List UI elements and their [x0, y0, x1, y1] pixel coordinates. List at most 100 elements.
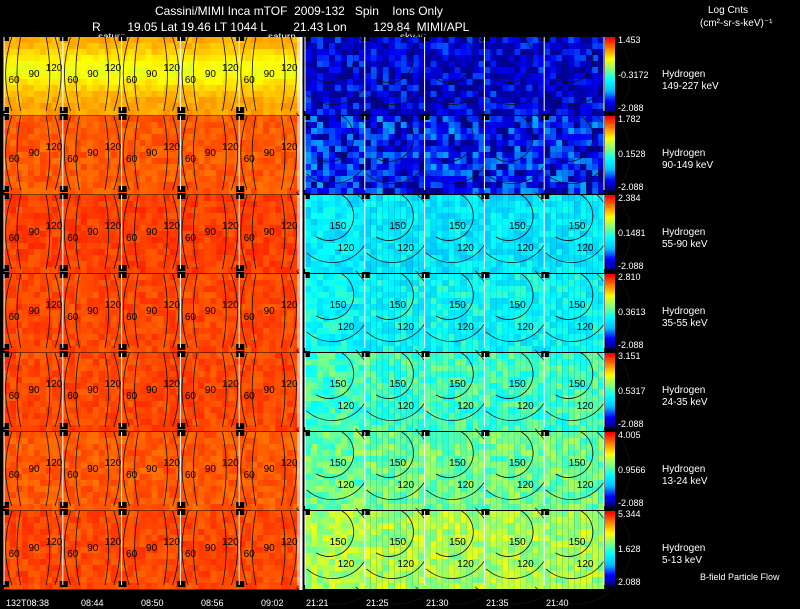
heat-cell [311, 61, 317, 67]
heat-cell [74, 182, 82, 189]
heat-cell [442, 231, 449, 237]
heat-cell [222, 334, 229, 341]
heat-cell [478, 225, 485, 231]
colorbar-segment [605, 103, 615, 106]
heat-cell [508, 164, 515, 170]
heat-cell [4, 176, 11, 183]
heat-cell [574, 188, 581, 194]
heat-cell [257, 146, 264, 153]
heat-cell [376, 207, 383, 213]
heat-cell [204, 170, 211, 177]
heat-cell [478, 128, 485, 134]
heat-cell [104, 109, 112, 116]
heat-cell [442, 249, 449, 255]
heat-cell [46, 109, 53, 116]
heat-cell [92, 73, 100, 80]
pitch-label: 120 [281, 300, 298, 311]
heat-cell [222, 225, 229, 232]
heat-cell [592, 79, 599, 85]
heat-cell [257, 231, 264, 238]
contour-line [181, 194, 189, 270]
heat-cell [34, 286, 41, 293]
heat-cell [556, 73, 563, 79]
heat-cell [460, 55, 467, 61]
heat-cell [394, 134, 401, 140]
heat-cell [16, 340, 23, 347]
heat-cell [62, 316, 70, 323]
heat-cell [204, 182, 211, 189]
heat-cell [430, 207, 437, 213]
heat-cell [169, 128, 177, 135]
heat-cell [347, 267, 353, 273]
heat-cell [562, 140, 569, 146]
heat-cell [121, 310, 129, 317]
heat-cell [496, 237, 503, 243]
heat-cell [502, 219, 509, 225]
heat-cell [204, 134, 211, 141]
heat-cell [484, 158, 491, 164]
heat-cell [204, 61, 211, 68]
colorbar-segment [605, 224, 615, 227]
heat-cell [40, 37, 47, 44]
heat-cell [472, 128, 479, 134]
heat-cell [364, 43, 371, 49]
heat-cell [269, 134, 276, 141]
heat-cell [104, 280, 112, 287]
heat-cell [92, 176, 100, 183]
heat-cell [490, 201, 497, 207]
heat-cell [484, 91, 491, 97]
heat-cell [145, 79, 153, 86]
heat-cell [544, 49, 551, 55]
contour-line [5, 36, 13, 112]
heat-cell [133, 261, 141, 268]
heat-cell [98, 182, 106, 189]
heat-cell [157, 231, 165, 238]
heat-cell [80, 67, 88, 74]
heat-cell [520, 182, 527, 188]
colorbar-segment [605, 167, 615, 171]
heat-cell [151, 237, 159, 244]
heat-cell [239, 255, 246, 262]
heat-cell [311, 219, 317, 225]
heat-cell [382, 109, 389, 115]
heat-cell [418, 261, 425, 267]
heat-cell [592, 243, 599, 249]
heat-cell [394, 225, 401, 231]
heat-cell [204, 176, 211, 183]
heat-cell [508, 49, 515, 55]
heat-cell [460, 158, 467, 164]
heat-cell [478, 152, 485, 158]
heat-cell [127, 122, 135, 129]
heat-cell [586, 43, 593, 49]
heat-cell [424, 122, 431, 128]
heat-cell [210, 310, 217, 317]
heat-cell [347, 134, 353, 140]
heat-cell [436, 182, 443, 188]
heat-cell [347, 195, 353, 201]
heat-cell [74, 116, 82, 123]
heat-cell [329, 292, 335, 298]
heat-cell [133, 316, 141, 323]
heat-cell [192, 55, 199, 62]
heat-cell [186, 103, 193, 110]
heat-cell [110, 310, 118, 317]
heat-cell [394, 140, 401, 146]
pitch-label: 120 [517, 243, 534, 254]
colorbar-segment [605, 164, 615, 167]
heat-cell [538, 109, 545, 115]
heat-cell [364, 91, 371, 97]
colorbar-segment [605, 61, 615, 64]
heat-cell [110, 304, 118, 311]
heat-cell [74, 261, 82, 268]
heat-cell [145, 67, 153, 74]
heat-cell [186, 249, 193, 256]
heat-cell [526, 267, 533, 273]
heat-cell [34, 274, 41, 281]
heat-cell [52, 316, 59, 323]
heat-cell [412, 201, 419, 207]
heat-cell [556, 164, 563, 170]
heat-cell [116, 164, 124, 171]
heat-cell [257, 213, 264, 220]
contour-line [193, 273, 198, 349]
pitch-label: 120 [163, 300, 180, 311]
